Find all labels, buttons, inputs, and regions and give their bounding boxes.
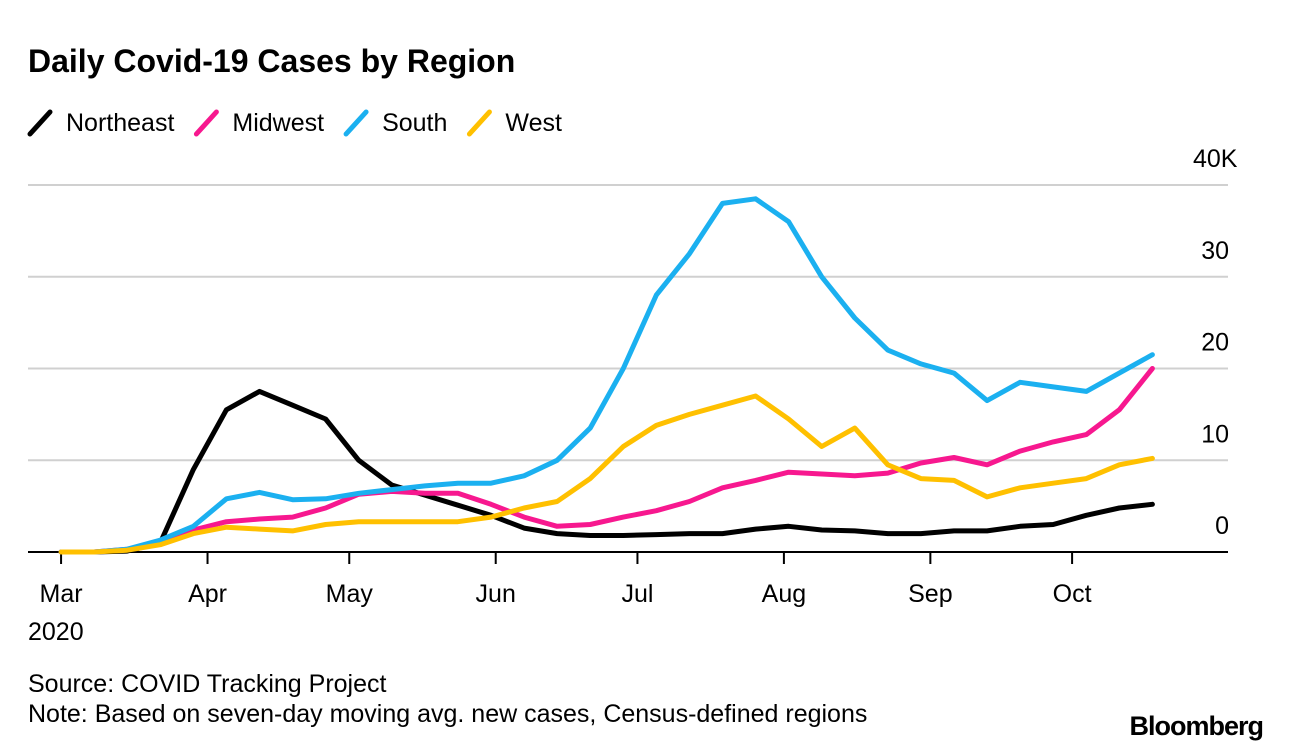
y-tick-label: 10 [1201, 420, 1229, 448]
x-tick-label: Apr [188, 580, 227, 608]
legend: Northeast Midwest South West [27, 109, 562, 137]
x-tick-label: Jul [621, 580, 653, 608]
y-tick-label: 20 [1201, 329, 1229, 357]
y-tick-label: 40K [1193, 145, 1238, 173]
x-tick-label: Mar [40, 580, 83, 608]
legend-label: Midwest [232, 109, 324, 137]
brand: Bloomberg [1129, 711, 1263, 741]
legend-label: South [382, 109, 447, 137]
note: Note: Based on seven-day moving avg. new… [28, 700, 867, 728]
legend-swatch [466, 109, 492, 137]
legend-swatch [27, 109, 53, 137]
x-tick-label: Oct [1053, 580, 1092, 608]
year-label: 2020 [28, 618, 84, 646]
legend-swatch [343, 109, 369, 137]
source: Source: COVID Tracking Project [28, 670, 387, 698]
series-line [58, 393, 1155, 555]
x-tick-label: May [326, 580, 374, 608]
legend-label: Northeast [66, 109, 174, 137]
series-line [58, 388, 1155, 555]
chart-title: Daily Covid-19 Cases by Region [28, 43, 515, 79]
y-tick-label: 30 [1201, 237, 1229, 265]
y-tick-label: 0 [1215, 512, 1229, 540]
legend-label: West [505, 109, 562, 137]
x-tick-label: Aug [762, 580, 806, 608]
x-tick-label: Jun [476, 580, 516, 608]
x-tick-label: Sep [908, 580, 952, 608]
series-line [58, 196, 1155, 555]
series-line [58, 366, 1155, 555]
legend-swatch [193, 109, 219, 137]
